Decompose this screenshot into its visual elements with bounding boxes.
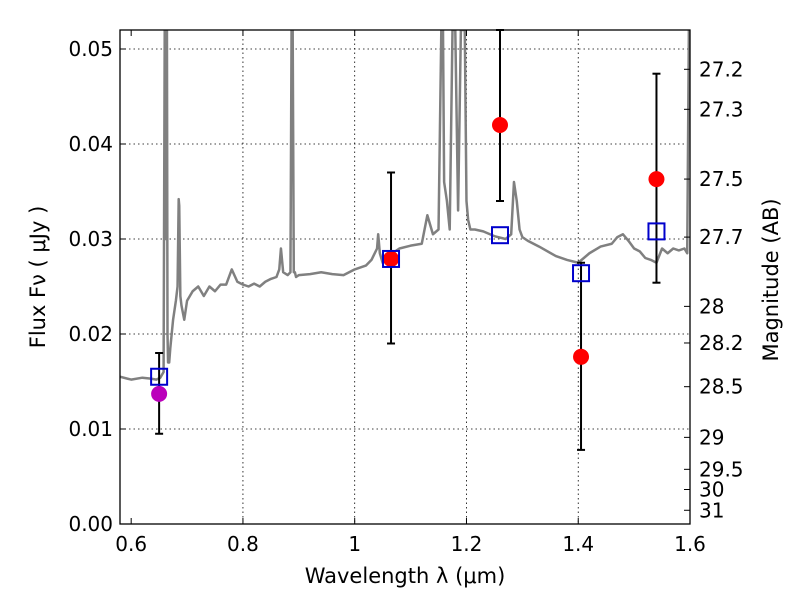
right-tick-label: 28.2 [699, 331, 744, 355]
y-tick-label: 0.02 [68, 322, 113, 346]
synthetic-point [491, 226, 509, 245]
right-tick-label: 29 [699, 425, 724, 449]
right-tick-label: 29.5 [699, 457, 744, 481]
synthetic-point [382, 249, 401, 268]
x-tick-label: 1.6 [674, 532, 706, 556]
synthetic-point [572, 264, 591, 283]
synthetic-point [647, 222, 666, 241]
y-tick-label: 0.00 [68, 512, 113, 536]
right-tick-label: 28.5 [699, 375, 744, 399]
synthetic-point [150, 367, 169, 386]
model-spectrum [120, 30, 690, 381]
y-axis-label: Flux Fν ( μJy ) [26, 206, 50, 349]
synthetic-points [150, 222, 666, 386]
y-tick-label: 0.04 [68, 132, 113, 156]
right-tick-label: 27.7 [699, 225, 744, 249]
y-tick-label: 0.01 [68, 417, 113, 441]
axis-ticks: 0.6 0.8 1 1.2 1.4 1.6 0.00 0.01 0.02 0.03 0.04 0.05… [68, 30, 744, 556]
right-tick-label: 27.5 [699, 167, 744, 191]
observed-point [151, 385, 168, 402]
right-tick-label: 28 [699, 294, 724, 318]
right-tick-label: 27.2 [699, 57, 744, 81]
x-tick-label: 1.4 [562, 532, 594, 556]
x-tick-label: 1.2 [451, 532, 483, 556]
x-axis-label: Wavelength λ (μm) [305, 564, 506, 588]
right-tick-label: 27.3 [699, 97, 744, 121]
model-spectrum-line [120, 30, 690, 381]
observed-points [151, 117, 665, 402]
observed-point [492, 117, 508, 133]
observed-point [573, 348, 590, 365]
x-tick-label: 0.8 [227, 532, 259, 556]
right-tick-label: 31 [699, 498, 724, 522]
x-tick-label: 1 [348, 532, 361, 556]
y-tick-label: 0.05 [68, 37, 113, 61]
observed-point [383, 250, 400, 267]
x-tick-label: 0.6 [115, 532, 147, 556]
y-tick-label: 0.03 [68, 227, 113, 251]
right-axis-label: Magnitude (AB) [759, 198, 783, 361]
right-tick-label: 30 [699, 478, 724, 502]
plot-frame [119, 29, 691, 525]
observed-point [648, 171, 665, 188]
